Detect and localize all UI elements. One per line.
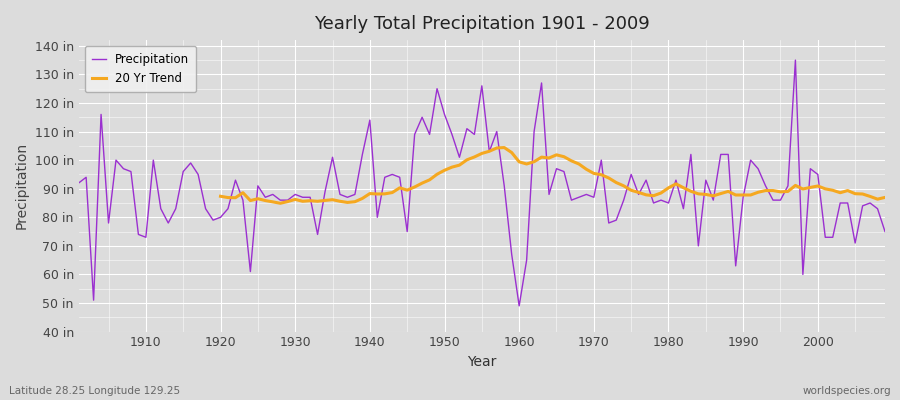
Legend: Precipitation, 20 Yr Trend: Precipitation, 20 Yr Trend — [85, 46, 196, 92]
Precipitation — [514, 304, 525, 308]
20 Yr Trend — [499, 145, 509, 150]
Precipitation — [342, 195, 353, 200]
Text: worldspecies.org: worldspecies.org — [803, 386, 891, 396]
Precipitation — [521, 258, 532, 262]
Precipitation — [73, 180, 84, 185]
20 Yr Trend — [797, 186, 808, 191]
Y-axis label: Precipitation: Precipitation — [15, 142, 29, 230]
20 Yr Trend — [424, 178, 435, 182]
20 Yr Trend — [312, 199, 323, 204]
Precipitation — [879, 229, 890, 234]
Precipitation — [507, 252, 517, 257]
Precipitation — [297, 195, 308, 200]
20 Yr Trend — [865, 194, 876, 199]
Text: Latitude 28.25 Longitude 129.25: Latitude 28.25 Longitude 129.25 — [9, 386, 180, 396]
Line: Precipitation: Precipitation — [78, 60, 885, 306]
Precipitation — [133, 232, 144, 237]
Precipitation — [790, 58, 801, 62]
Precipitation — [611, 218, 622, 222]
Title: Yearly Total Precipitation 1901 - 2009: Yearly Total Precipitation 1901 - 2009 — [314, 15, 650, 33]
X-axis label: Year: Year — [467, 355, 497, 369]
20 Yr Trend — [274, 201, 285, 206]
20 Yr Trend — [879, 195, 890, 200]
20 Yr Trend — [693, 192, 704, 196]
20 Yr Trend — [782, 189, 793, 194]
20 Yr Trend — [215, 194, 226, 199]
Line: 20 Yr Trend: 20 Yr Trend — [220, 148, 885, 203]
